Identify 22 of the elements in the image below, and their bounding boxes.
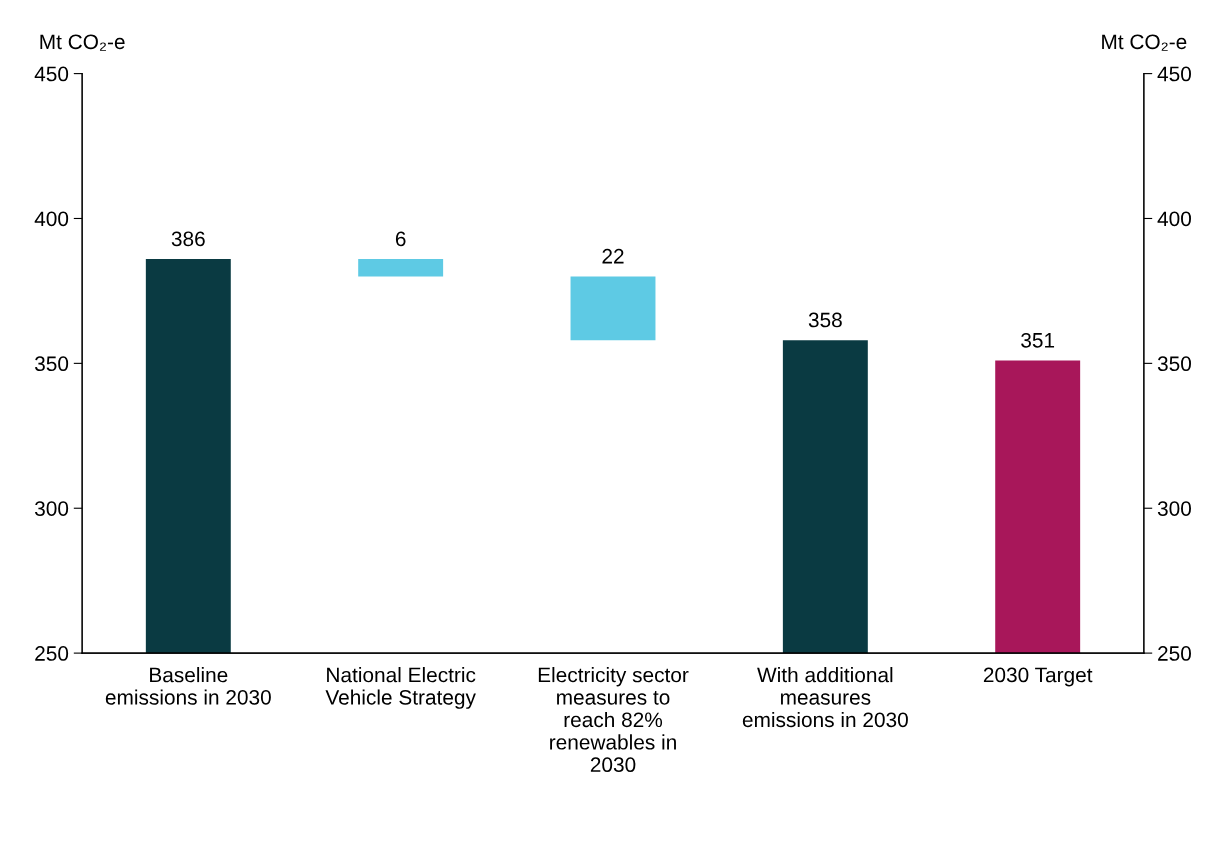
y2-tick-label: 350 (1157, 356, 1191, 372)
data-label: 351 (1021, 332, 1055, 348)
y-tick-label: 350 (34, 356, 69, 372)
y-axis-title: Mt CO₂-e (40, 34, 125, 51)
data-label: 22 (602, 248, 624, 264)
y-tick-label: 400 (34, 211, 69, 227)
y2-tick-label: 250 (1158, 646, 1191, 661)
y-tick-label: 300 (34, 501, 69, 516)
x-tick-label: With additional measures emissions in 2030 (742, 667, 908, 728)
data-label: 6 (395, 231, 406, 247)
data-label: 358 (808, 312, 842, 328)
x-tick-label: 2030 Target (983, 667, 1093, 687)
x-tick-label: National Electric Vehicle Strategy (325, 667, 476, 709)
x-tick-label: Baseline emissions in 2030 (105, 667, 271, 705)
x-tick-label: Electricity sector measures to reach 82% renewables in 2030 (538, 667, 689, 773)
y2-tick-label: 300 (1157, 501, 1191, 516)
data-label: 386 (171, 231, 205, 247)
y-tick-label: 450 (34, 66, 69, 82)
y2-tick-label: 450 (1157, 66, 1191, 82)
y2-tick-label: 400 (1157, 211, 1191, 227)
y-tick-label: 250 (35, 646, 69, 661)
y2-axis-title: Mt CO₂-e (1102, 34, 1187, 51)
